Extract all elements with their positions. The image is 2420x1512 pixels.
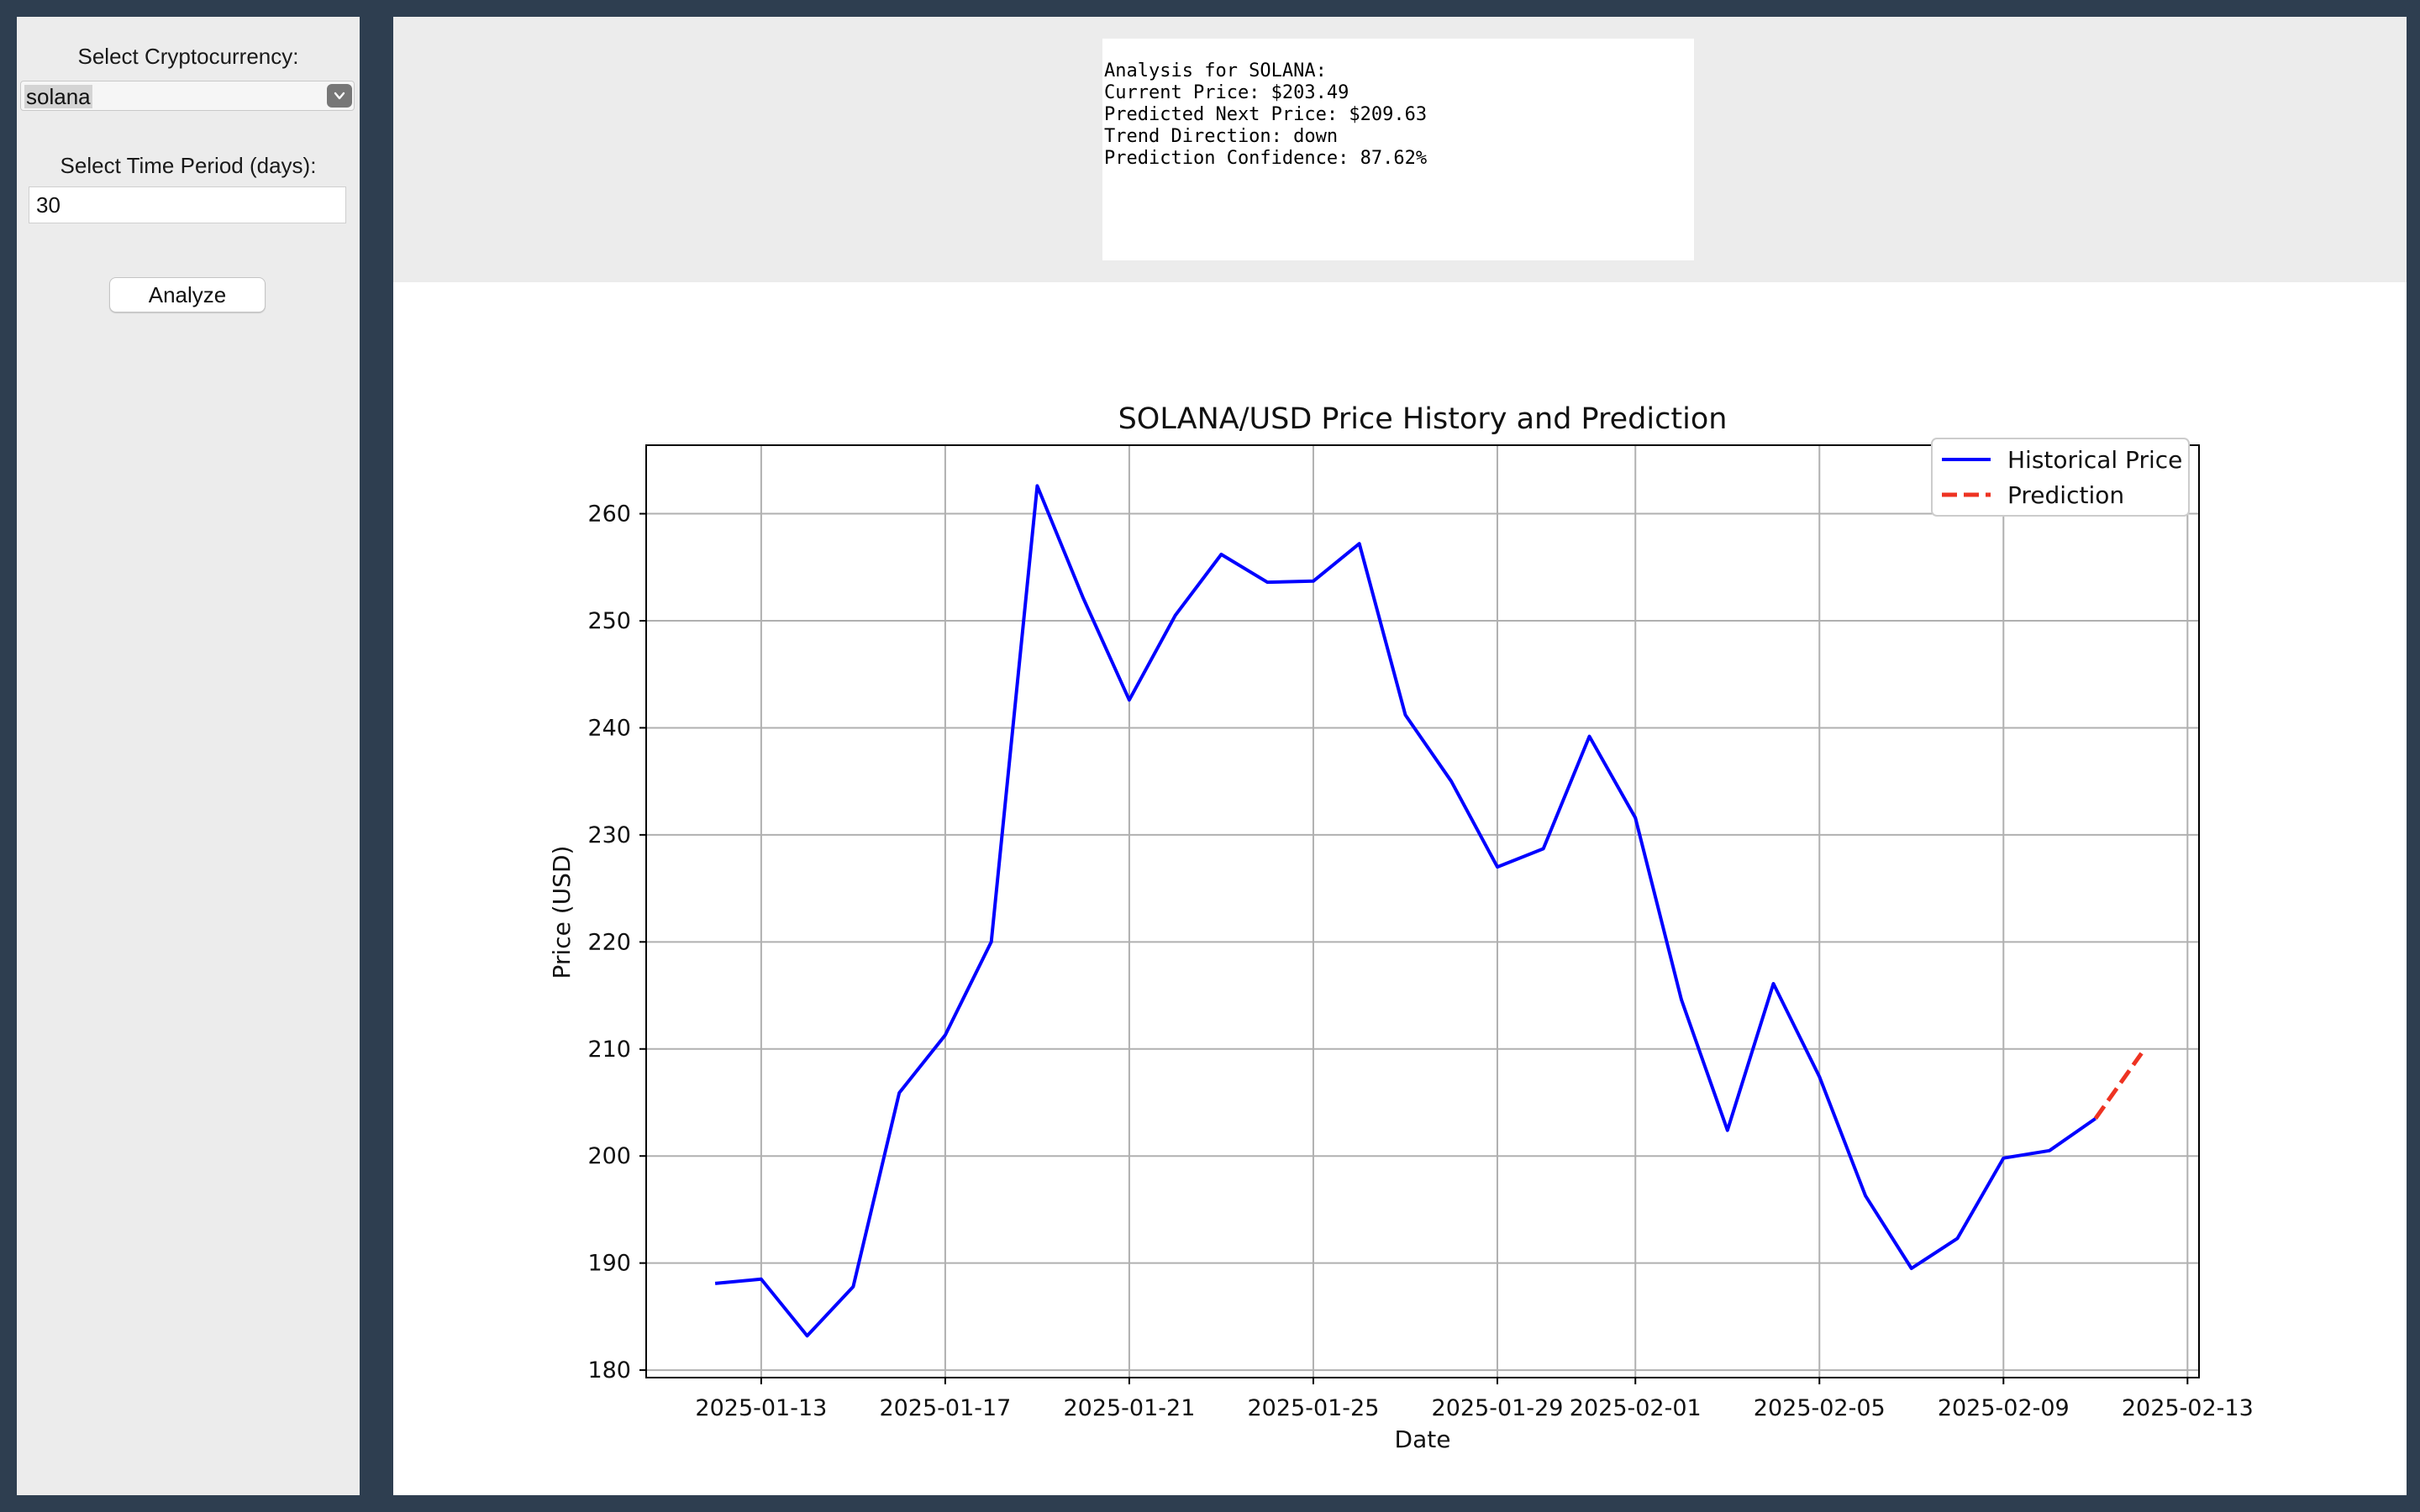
x-tick-label: 2025-02-13 [2122, 1395, 2254, 1421]
y-tick-label: 200 [587, 1143, 631, 1169]
x-tick-label: 2025-01-13 [695, 1395, 827, 1421]
legend-label-historical: Historical Price [2007, 446, 2182, 474]
crypto-select-value: solana [24, 84, 92, 109]
analysis-band: Analysis for SOLANA: Current Price: $203… [393, 17, 2407, 282]
crypto-select[interactable]: solana [20, 81, 355, 111]
tick-layer: 180 190 200 210 220 230 240 250 260 2025-01-13 202… [587, 501, 2253, 1421]
y-tick-label: 230 [587, 822, 631, 848]
prediction-line [2093, 1052, 2144, 1121]
y-tick-label: 240 [587, 715, 631, 741]
x-tick-label: 2025-01-29 [1432, 1395, 1564, 1421]
x-axis-label: Date [1395, 1425, 1451, 1453]
series-layer [714, 484, 2144, 1338]
chart-area: 180 190 200 210 220 230 240 250 260 2025-01-13 202… [393, 282, 2407, 1495]
y-tick-label: 260 [587, 501, 631, 528]
y-tick-label: 210 [587, 1037, 631, 1063]
y-axis-label: Price (USD) [548, 846, 576, 979]
x-tick-label: 2025-01-21 [1063, 1395, 1195, 1421]
crypto-select-label: Select Cryptocurrency: [77, 44, 299, 69]
chevron-down-icon[interactable] [327, 84, 352, 108]
analysis-line-title: Analysis for SOLANA: [1104, 60, 1327, 81]
main-panel: Analysis for SOLANA: Current Price: $203… [393, 17, 2407, 1495]
legend-box [1931, 438, 2190, 517]
analysis-line-current-price: Current Price: $203.49 [1104, 82, 1349, 103]
analysis-line-confidence: Prediction Confidence: 87.62% [1104, 148, 1428, 169]
legend: Historical Price Prediction [1931, 438, 2190, 517]
y-tick-label: 250 [587, 608, 631, 634]
y-tick-label: 190 [587, 1251, 631, 1277]
y-tick-label: 180 [587, 1357, 631, 1383]
chart-title: SOLANA/USD Price History and Prediction [1118, 402, 1728, 436]
period-input[interactable] [29, 186, 346, 223]
analysis-text-box: Analysis for SOLANA: Current Price: $203… [1102, 39, 1694, 260]
x-tick-label: 2025-01-17 [879, 1395, 1011, 1421]
analysis-line-predicted-price: Predicted Next Price: $209.63 [1104, 104, 1428, 125]
x-tick-label: 2025-01-25 [1247, 1395, 1379, 1421]
period-label: Select Time Period (days): [60, 153, 317, 178]
analyze-button[interactable]: Analyze [109, 277, 266, 312]
analysis-line-trend: Trend Direction: down [1104, 126, 1339, 147]
plot-frame [645, 444, 2200, 1378]
historical-price-line [714, 484, 2096, 1338]
control-sidebar: Select Cryptocurrency: solana Select Tim… [17, 17, 360, 1495]
x-tick-label: 2025-02-01 [1570, 1395, 1702, 1421]
price-chart: 180 190 200 210 220 230 240 250 260 2025-01-13 202… [548, 402, 2254, 1453]
x-tick-label: 2025-02-09 [1938, 1395, 2070, 1421]
y-tick-label: 220 [587, 929, 631, 955]
x-tick-label: 2025-02-05 [1754, 1395, 1886, 1421]
legend-label-prediction: Prediction [2007, 481, 2124, 509]
grid-layer [646, 445, 2199, 1378]
